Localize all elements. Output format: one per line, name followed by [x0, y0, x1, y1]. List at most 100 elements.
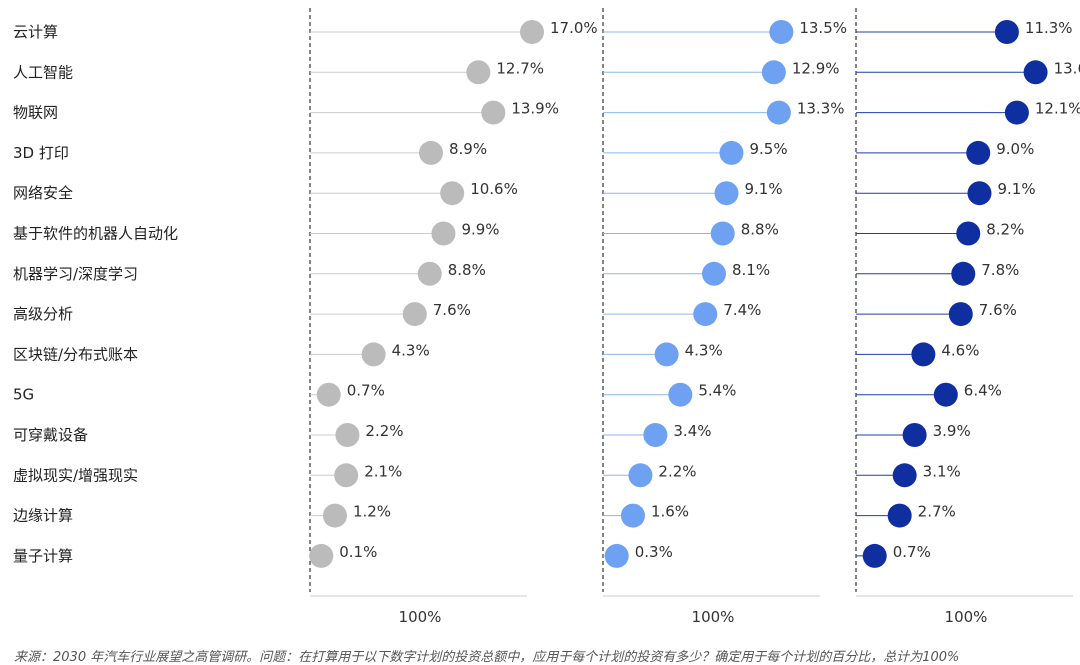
category-label: 5G	[13, 386, 34, 404]
value-label: 2.7%	[918, 503, 956, 521]
lollipop-dot	[322, 503, 347, 528]
lollipop-dot	[948, 302, 973, 327]
category-label: 人工智能	[13, 63, 73, 81]
lollipop-dot	[966, 140, 991, 165]
lollipop-dot	[628, 463, 653, 488]
lollipop-dot	[417, 261, 442, 286]
category-label: 云计算	[13, 23, 58, 41]
lollipop-dot	[956, 221, 981, 246]
lollipop-dot	[1023, 60, 1048, 85]
lollipop-dot	[714, 181, 739, 206]
value-label: 7.6%	[979, 301, 1017, 319]
value-label: 12.7%	[496, 59, 544, 77]
value-label: 17.0%	[550, 19, 598, 37]
value-label: 9.1%	[997, 180, 1035, 198]
value-label: 8.8%	[741, 221, 779, 239]
lollipop-dot	[361, 342, 386, 367]
axis-total-label: 100%	[692, 608, 735, 626]
lollipop-dot	[643, 423, 668, 447]
axis-total-label: 100%	[399, 608, 442, 626]
value-label: 8.2%	[986, 221, 1024, 239]
lollipop-dot	[654, 342, 679, 367]
value-label: 4.6%	[941, 341, 979, 359]
category-label: 基于软件的机器人自动化	[13, 225, 178, 243]
value-label: 4.3%	[685, 341, 723, 359]
lollipop-dot	[862, 543, 887, 568]
panel-3: 100% 11.3% 13.6% 12.1% 9.0% 9.1% 8.2% 7.8% 7.6% 4…	[855, 8, 1080, 626]
lollipop-dot	[620, 503, 645, 528]
value-label: 6.4%	[964, 382, 1002, 400]
value-label: 3.1%	[923, 462, 961, 480]
lollipop-dot	[994, 20, 1019, 44]
lollipop-dot	[693, 302, 718, 327]
category-label: 量子计算	[13, 547, 73, 565]
value-label: 7.6%	[433, 301, 471, 319]
value-label: 0.7%	[347, 382, 385, 400]
lollipop-dot	[1004, 100, 1029, 125]
value-label: 9.5%	[749, 140, 787, 158]
category-label: 高级分析	[13, 305, 73, 323]
chart-panels: 100% 17.0% 12.7% 13.9% 8.9% 10.6% 9.9% 8.8% 7.6%…	[309, 8, 1080, 626]
lollipop-dot	[440, 181, 465, 206]
value-label: 0.3%	[635, 543, 673, 561]
value-label: 1.6%	[651, 503, 689, 521]
lollipop-dot	[402, 302, 427, 327]
lollipop-dot	[431, 221, 456, 246]
value-label: 3.9%	[933, 422, 971, 440]
panel-1: 100% 17.0% 12.7% 13.9% 8.9% 10.6% 9.9% 8.8% 7.6%…	[309, 8, 598, 626]
value-label: 3.4%	[673, 422, 711, 440]
lollipop-dot	[967, 181, 992, 206]
value-label: 0.1%	[339, 543, 377, 561]
lollipop-dot	[761, 60, 786, 85]
value-label: 2.2%	[658, 462, 696, 480]
value-label: 10.6%	[470, 180, 518, 198]
value-label: 5.4%	[698, 382, 736, 400]
lollipop-dot	[892, 463, 917, 488]
lollipop-dot	[951, 261, 976, 286]
category-label: 物联网	[13, 104, 58, 122]
value-label: 0.7%	[893, 543, 931, 561]
value-label: 7.8%	[981, 261, 1019, 279]
value-label: 13.5%	[799, 19, 847, 37]
category-label: 机器学习/深度学习	[13, 265, 138, 283]
lollipop-dot	[902, 423, 927, 447]
category-label: 虚拟现实/增强现实	[13, 466, 138, 484]
category-label: 3D 打印	[13, 144, 69, 162]
value-label: 8.8%	[448, 261, 486, 279]
lollipop-dot	[769, 20, 794, 44]
lollipop-dot	[481, 100, 506, 125]
lollipop-dot	[604, 543, 629, 568]
lollipop-dot	[668, 382, 693, 407]
value-label: 8.9%	[449, 140, 487, 158]
category-label: 可穿戴设备	[13, 426, 88, 444]
category-label: 边缘计算	[13, 507, 73, 525]
value-label: 2.2%	[365, 422, 403, 440]
lollipop-dot	[466, 60, 491, 85]
value-label: 13.6%	[1054, 59, 1080, 77]
category-label: 区块链/分布式账本	[13, 345, 138, 363]
value-label: 9.9%	[461, 221, 499, 239]
value-label: 12.9%	[792, 59, 840, 77]
value-label: 7.4%	[723, 301, 761, 319]
value-label: 1.2%	[353, 503, 391, 521]
lollipop-dot	[887, 503, 912, 528]
axis-total-label: 100%	[945, 608, 988, 626]
lollipop-dot	[766, 100, 791, 125]
lollipop-dot	[520, 20, 544, 44]
lollipop-dot	[309, 543, 334, 568]
source-note: 来源：2030 年汽车行业展望之高管调研。问题：在打算用于以下数字计划的投资总额…	[14, 650, 960, 665]
lollipop-dot	[316, 382, 341, 407]
value-label: 12.1%	[1035, 100, 1080, 118]
value-label: 11.3%	[1025, 19, 1073, 37]
lollipop-dot	[702, 261, 727, 286]
lollipop-dot	[710, 221, 735, 246]
lollipop-dot	[719, 140, 744, 165]
value-label: 9.1%	[744, 180, 782, 198]
lollipop-dot	[418, 140, 443, 165]
lollipop-dot	[334, 463, 359, 488]
lollipop-dot	[335, 423, 360, 447]
value-label: 2.1%	[364, 462, 402, 480]
value-label: 4.3%	[392, 341, 430, 359]
